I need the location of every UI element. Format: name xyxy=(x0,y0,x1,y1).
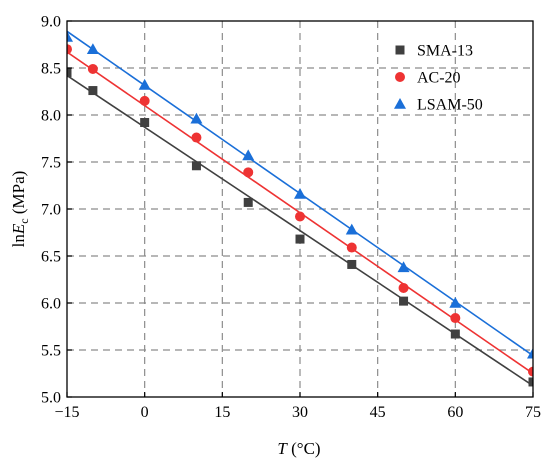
y-tick-label: 5.0 xyxy=(41,390,61,407)
data-markers xyxy=(67,30,533,387)
legend-marker-ac-20 xyxy=(395,72,405,82)
data-point-lsam-50 xyxy=(527,347,533,359)
y-axis-title-symbol: E xyxy=(9,223,28,235)
data-point-lsam-50 xyxy=(138,78,151,90)
y-axis-title-prefix: ln xyxy=(9,234,28,248)
x-tick-labels: −15 0 15 30 45 60 75 xyxy=(54,404,541,421)
data-point-lsam-50 xyxy=(449,297,462,308)
series-sma-13 xyxy=(67,68,533,387)
data-point-sma-13 xyxy=(140,118,150,128)
data-point-ac-20 xyxy=(450,313,461,324)
legend-item-lsam-50: LSAM-50 xyxy=(394,97,483,114)
data-point-lsam-50 xyxy=(345,223,358,235)
data-point-lsam-50 xyxy=(190,112,203,124)
data-point-ac-20 xyxy=(346,242,357,253)
data-point-ac-20 xyxy=(398,282,409,293)
legend-item-ac-20: AC-20 xyxy=(395,70,461,87)
x-tick-label: 45 xyxy=(370,404,386,421)
axis-ticks xyxy=(66,20,534,398)
data-point-sma-13 xyxy=(399,296,409,306)
x-tick-label: 75 xyxy=(525,404,541,421)
y-tick-label: 7.0 xyxy=(41,202,61,219)
data-point-sma-13 xyxy=(191,161,201,171)
data-point-sma-13 xyxy=(67,68,72,78)
data-point-ac-20 xyxy=(528,366,533,377)
legend: SMA-13 AC-20 LSAM-50 xyxy=(394,43,483,114)
data-point-lsam-50 xyxy=(86,43,99,54)
series-lsam-50 xyxy=(67,30,533,359)
y-tick-label: 8.5 xyxy=(41,61,61,78)
data-point-sma-13 xyxy=(347,259,357,269)
legend-label-lsam-50: LSAM-50 xyxy=(417,97,483,114)
y-axis-title-unit: (MPa) xyxy=(9,171,28,219)
data-point-ac-20 xyxy=(243,167,254,178)
data-point-ac-20 xyxy=(87,63,98,74)
data-point-ac-20 xyxy=(139,95,150,106)
y-axis-title-subscript: c xyxy=(17,218,31,223)
x-tick-label: 15 xyxy=(214,404,230,421)
x-axis-title-symbol: T xyxy=(277,439,288,458)
data-point-ac-20 xyxy=(191,132,202,143)
legend-marker-sma-13 xyxy=(395,45,405,55)
legend-label-ac-20: AC-20 xyxy=(417,70,461,87)
y-tick-label: 9.0 xyxy=(41,14,61,31)
data-point-lsam-50 xyxy=(294,187,306,199)
grid xyxy=(67,21,533,397)
data-point-lsam-50 xyxy=(242,149,255,161)
y-tick-label: 8.0 xyxy=(41,108,61,125)
data-point-ac-20 xyxy=(295,211,305,222)
y-axis-title: lnEc (MPa) xyxy=(9,171,31,248)
y-tick-labels: 5.0 5.5 6.0 6.5 7.0 7.5 8.0 8.5 9.0 xyxy=(41,14,61,407)
x-axis-title: T (°C) xyxy=(277,439,320,458)
y-tick-label: 5.5 xyxy=(41,343,61,360)
series-ac-20 xyxy=(67,44,533,377)
x-axis-title-unit: (°C) xyxy=(287,439,321,458)
y-tick-label: 7.5 xyxy=(41,155,61,172)
legend-label-sma-13: SMA-13 xyxy=(417,43,473,60)
x-tick-label: 0 xyxy=(141,404,149,421)
data-point-ac-20 xyxy=(67,44,72,55)
x-tick-label: −15 xyxy=(54,404,79,421)
data-point-lsam-50 xyxy=(397,261,410,273)
data-point-sma-13 xyxy=(528,377,533,387)
data-point-sma-13 xyxy=(295,234,305,244)
data-point-sma-13 xyxy=(243,197,253,207)
legend-marker-lsam-50 xyxy=(394,98,406,109)
x-tick-label: 30 xyxy=(292,404,308,421)
y-tick-label: 6.5 xyxy=(41,249,61,266)
data-point-lsam-50 xyxy=(67,30,73,42)
data-point-sma-13 xyxy=(88,86,98,96)
data-point-sma-13 xyxy=(450,329,460,339)
x-tick-label: 60 xyxy=(447,404,463,421)
legend-item-sma-13: SMA-13 xyxy=(395,43,473,60)
y-tick-label: 6.0 xyxy=(41,296,61,313)
